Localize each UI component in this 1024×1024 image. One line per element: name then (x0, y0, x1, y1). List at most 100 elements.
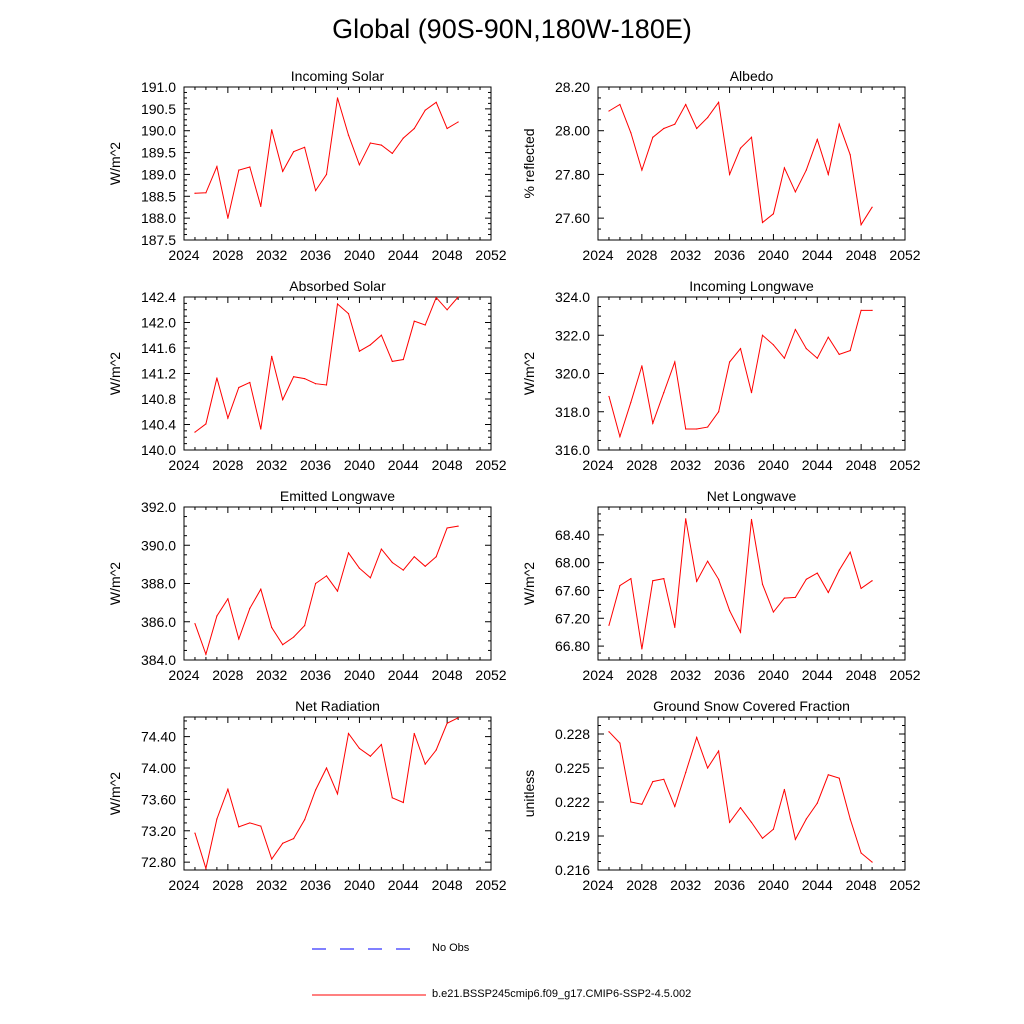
data-point (838, 353, 840, 355)
data-point (358, 350, 361, 352)
data-point (608, 395, 610, 398)
data-point (457, 717, 459, 719)
x-tick-label: 2040 (758, 247, 789, 263)
data-point (739, 348, 742, 350)
x-tick-label: 2048 (432, 457, 463, 473)
data-point (652, 422, 654, 424)
x-tick-label: 2048 (846, 877, 877, 893)
data-point (304, 819, 306, 821)
data-point (707, 767, 709, 769)
y-tick-label: 190.0 (141, 123, 176, 139)
data-point (718, 750, 720, 752)
y-tick-label: 67.20 (555, 610, 590, 626)
data-point (783, 357, 785, 359)
y-tick-label: 0.219 (555, 828, 590, 844)
x-tick-label: 2048 (432, 247, 463, 263)
data-point (194, 623, 196, 625)
x-tick-label: 2036 (300, 877, 331, 893)
data-point (849, 551, 851, 553)
data-point (619, 742, 621, 744)
y-axis-label: W/m^2 (107, 562, 123, 605)
data-point (838, 777, 840, 779)
data-point (413, 320, 415, 322)
x-tick-label: 2040 (758, 877, 789, 893)
data-point (871, 206, 873, 208)
x-tick-label: 2024 (582, 457, 613, 473)
data-point (761, 334, 764, 336)
data-point (608, 110, 610, 112)
data-point (750, 392, 753, 394)
y-tick-label: 0.225 (555, 760, 590, 776)
data-point (227, 417, 229, 419)
panel-title: Net Radiation (295, 698, 380, 714)
data-point (227, 788, 229, 790)
data-point (641, 169, 643, 171)
x-tick-label: 2044 (388, 247, 419, 263)
data-point (849, 154, 851, 156)
y-axis-label: W/m^2 (521, 352, 537, 395)
data-point (630, 401, 632, 403)
data-point (238, 386, 240, 389)
data-point (293, 151, 295, 153)
data-point (619, 103, 621, 106)
data-point (304, 146, 306, 148)
data-point (871, 309, 873, 311)
data-point (435, 101, 437, 103)
data-point (413, 127, 415, 130)
y-tick-label: 68.40 (555, 527, 590, 543)
data-point (663, 392, 665, 394)
data-point (271, 626, 273, 629)
y-tick-label: 28.20 (555, 79, 590, 95)
data-point (205, 423, 207, 425)
data-point (794, 596, 796, 599)
data-point (446, 527, 448, 529)
data-point (249, 166, 251, 168)
y-axis-label: W/m^2 (107, 772, 123, 815)
data-point (816, 802, 818, 804)
x-tick-label: 2032 (670, 877, 701, 893)
x-tick-label: 2036 (300, 667, 331, 683)
x-tick-label: 2028 (626, 457, 657, 473)
data-point (205, 867, 207, 870)
data-point (849, 818, 851, 820)
x-tick-label: 2032 (256, 877, 287, 893)
data-point (750, 518, 753, 521)
data-point (424, 565, 426, 567)
data-point (685, 428, 687, 430)
figure-title: Global (90S-90N,180W-180E) (332, 14, 692, 44)
x-tick-label: 2044 (388, 667, 419, 683)
data-point (674, 626, 676, 628)
data-point (860, 852, 862, 854)
data-point (608, 731, 610, 733)
data-point (369, 577, 371, 579)
panel-title: Ground Snow Covered Fraction (653, 698, 850, 714)
data-point (838, 123, 840, 125)
data-point (380, 334, 382, 336)
y-tick-label: 0.222 (555, 794, 590, 810)
x-tick-label: 2044 (388, 457, 419, 473)
x-tick-label: 2040 (344, 247, 375, 263)
x-tick-label: 2052 (889, 667, 920, 683)
y-tick-label: 188.5 (141, 188, 176, 204)
x-tick-label: 2028 (626, 247, 657, 263)
data-point (816, 572, 818, 574)
panel-title: Net Longwave (707, 488, 797, 504)
y-tick-label: 191.0 (141, 79, 176, 95)
data-point (424, 109, 426, 111)
data-point (402, 358, 404, 361)
x-tick-label: 2040 (344, 667, 375, 683)
data-point (424, 324, 426, 326)
x-tick-label: 2052 (889, 247, 920, 263)
data-point (816, 138, 818, 141)
data-point (641, 365, 643, 367)
data-point (282, 644, 284, 646)
x-tick-label: 2048 (846, 667, 877, 683)
data-point (728, 173, 731, 176)
y-tick-label: 384.0 (141, 652, 176, 668)
data-point (772, 611, 775, 613)
data-point (194, 431, 196, 433)
y-tick-label: 72.80 (141, 854, 176, 870)
panel-title: Absorbed Solar (289, 278, 386, 294)
data-point (772, 344, 775, 346)
data-point (739, 807, 742, 809)
